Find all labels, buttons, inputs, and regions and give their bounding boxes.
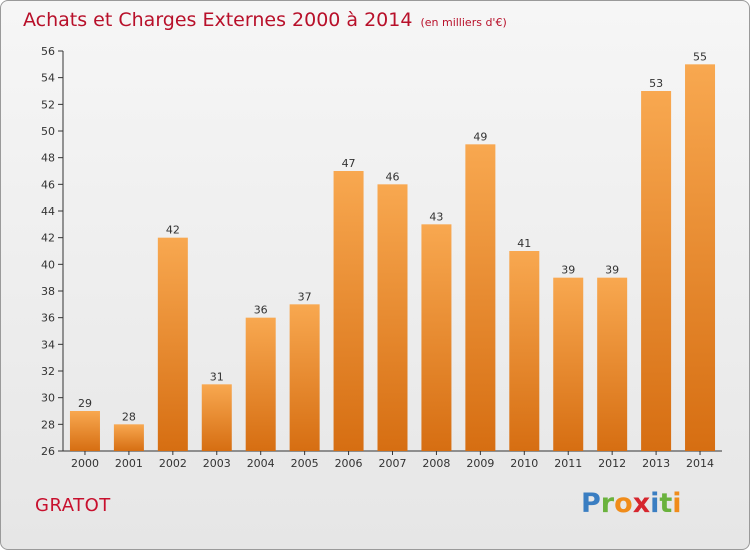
y-tick-label: 52 [41,98,55,111]
x-tick-label: 2009 [466,457,494,470]
logo-letter: t [659,488,673,519]
bar-value-label: 42 [166,224,180,237]
commune-name: GRATOT [35,495,111,516]
logo-letter: o [614,488,633,519]
chart-bars [69,64,716,452]
y-tick-label: 36 [41,312,55,325]
bar-value-label: 49 [473,130,487,143]
bar [597,277,628,451]
proxiti-logo[interactable]: Proxiti [581,488,682,519]
x-tick-label: 2004 [247,457,275,470]
y-tick-label: 28 [41,418,55,431]
logo-letter: x [632,488,651,519]
bar [245,317,276,451]
bar-value-label: 39 [561,264,575,277]
bar [421,224,452,451]
bar-value-label: 53 [649,77,663,90]
y-tick-label: 44 [41,205,55,218]
y-tick-label: 40 [41,258,55,271]
y-tick-label: 32 [41,365,55,378]
bar [377,184,408,452]
bar [553,277,584,451]
bar [465,144,496,452]
bar [69,411,100,451]
x-tick-label: 2006 [335,457,363,470]
bar-value-label: 46 [386,170,400,183]
bar-value-label: 41 [517,237,531,250]
bar-value-label: 36 [254,304,268,317]
bar [157,237,188,451]
x-tick-label: 2003 [203,457,231,470]
y-tick-label: 56 [41,45,55,58]
x-tick-label: 2000 [71,457,99,470]
x-tick-label: 2013 [642,457,670,470]
x-tick-label: 2010 [510,457,538,470]
bar [685,64,716,452]
chart-title: Achats et Charges Externes 2000 à 2014 [23,9,413,31]
chart-subtitle: (en milliers d'€) [420,16,507,29]
bar-value-label: 43 [429,210,443,223]
chart-labels: 29 28 42 31 36 37 47 46 43 49 41 39 39 53 55 [78,50,707,423]
x-tick-label: 2005 [291,457,319,470]
bar-value-label: 47 [342,157,356,170]
y-tick-label: 42 [41,232,55,245]
logo-letter: i [650,488,660,519]
logo-letter: r [600,488,615,519]
bar [201,384,232,451]
logo-letter: P [581,488,601,519]
bar-value-label: 37 [298,290,312,303]
chart-title-block: Achats et Charges Externes 2000 à 2014 (e… [23,9,507,31]
bar [333,171,364,451]
bar-value-label: 29 [78,397,92,410]
y-tick-label: 26 [41,445,55,458]
bar-value-label: 39 [605,264,619,277]
y-tick-label: 50 [41,125,55,138]
x-tick-label: 2007 [379,457,407,470]
bar [113,424,144,451]
bar-value-label: 28 [122,410,136,423]
bar [641,91,672,451]
y-tick-label: 46 [41,178,55,191]
x-tick-label: 2011 [554,457,582,470]
logo-letter: i [672,488,682,519]
y-tick-label: 54 [41,72,55,85]
x-tick-label: 2001 [115,457,143,470]
y-tick-label: 38 [41,285,55,298]
bar [289,304,320,451]
bar [509,251,540,451]
x-tick-label: 2012 [598,457,626,470]
y-tick-label: 34 [41,338,55,351]
bar-value-label: 31 [210,370,224,383]
y-tick-label: 30 [41,392,55,405]
bar-value-label: 55 [693,50,707,63]
x-tick-label: 2014 [686,457,714,470]
x-tick-label: 2002 [159,457,187,470]
y-tick-label: 48 [41,152,55,165]
x-tick-label: 2008 [422,457,450,470]
